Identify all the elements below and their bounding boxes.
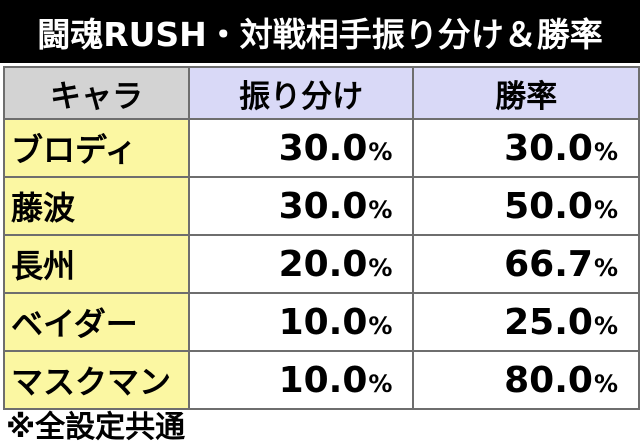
table-row: マスクマン 10.0% 80.0% xyxy=(3,350,640,410)
percent-sign: % xyxy=(593,253,618,282)
distribution-cell: 30.0% xyxy=(187,176,415,236)
win-rate-cell: 30.0% xyxy=(412,118,640,178)
win-rate-cell: 50.0% xyxy=(412,176,640,236)
table-row: 藤波 30.0% 50.0% xyxy=(3,176,640,236)
distribution-value: 10.0 xyxy=(278,359,368,401)
table-row: ベイダー 10.0% 25.0% xyxy=(3,292,640,352)
distribution-value: 10.0 xyxy=(278,301,368,343)
distribution-cell: 10.0% xyxy=(187,350,415,410)
character-name: 藤波 xyxy=(3,176,190,236)
win-rate-value: 50.0 xyxy=(504,185,593,227)
distribution-cell: 20.0% xyxy=(187,234,415,294)
percent-sign: % xyxy=(368,311,393,340)
table-row: ブロディ 30.0% 30.0% xyxy=(3,118,640,178)
percent-sign: % xyxy=(593,195,618,224)
character-name: ブロディ xyxy=(3,118,190,178)
header-row: キャラ 振り分け 勝率 xyxy=(3,66,640,120)
win-rate-value: 25.0 xyxy=(504,301,593,343)
percent-sign: % xyxy=(593,311,618,340)
distribution-value: 20.0 xyxy=(278,243,368,285)
percent-sign: % xyxy=(593,369,618,398)
distribution-cell: 10.0% xyxy=(187,292,415,352)
title-text: 闘魂RUSH・対戦相手振り分け＆勝率 xyxy=(37,14,603,54)
distribution-value: 30.0 xyxy=(278,127,368,169)
distribution-value: 30.0 xyxy=(278,185,368,227)
stats-table: キャラ 振り分け 勝率 ブロディ 30.0% 30.0% 藤波 30.0% 50… xyxy=(3,66,640,410)
win-rate-cell: 25.0% xyxy=(412,292,640,352)
character-name: 長州 xyxy=(3,234,190,294)
character-name: ベイダー xyxy=(3,292,190,352)
page-title: 闘魂RUSH・対戦相手振り分け＆勝率 xyxy=(0,0,640,63)
win-rate-value: 66.7 xyxy=(504,243,593,285)
footnote: ※全設定共通 xyxy=(6,410,186,445)
percent-sign: % xyxy=(368,253,393,282)
win-rate-value: 30.0 xyxy=(504,127,593,169)
distribution-cell: 30.0% xyxy=(187,118,415,178)
percent-sign: % xyxy=(368,195,393,224)
character-name: マスクマン xyxy=(3,350,190,410)
table-row: 長州 20.0% 66.7% xyxy=(3,234,640,294)
percent-sign: % xyxy=(593,137,618,166)
percent-sign: % xyxy=(368,137,393,166)
win-rate-value: 80.0 xyxy=(504,359,593,401)
header-win-rate: 勝率 xyxy=(412,66,640,120)
win-rate-cell: 66.7% xyxy=(412,234,640,294)
percent-sign: % xyxy=(368,369,393,398)
win-rate-cell: 80.0% xyxy=(412,350,640,410)
header-character: キャラ xyxy=(3,66,190,120)
header-distribution: 振り分け xyxy=(187,66,415,120)
